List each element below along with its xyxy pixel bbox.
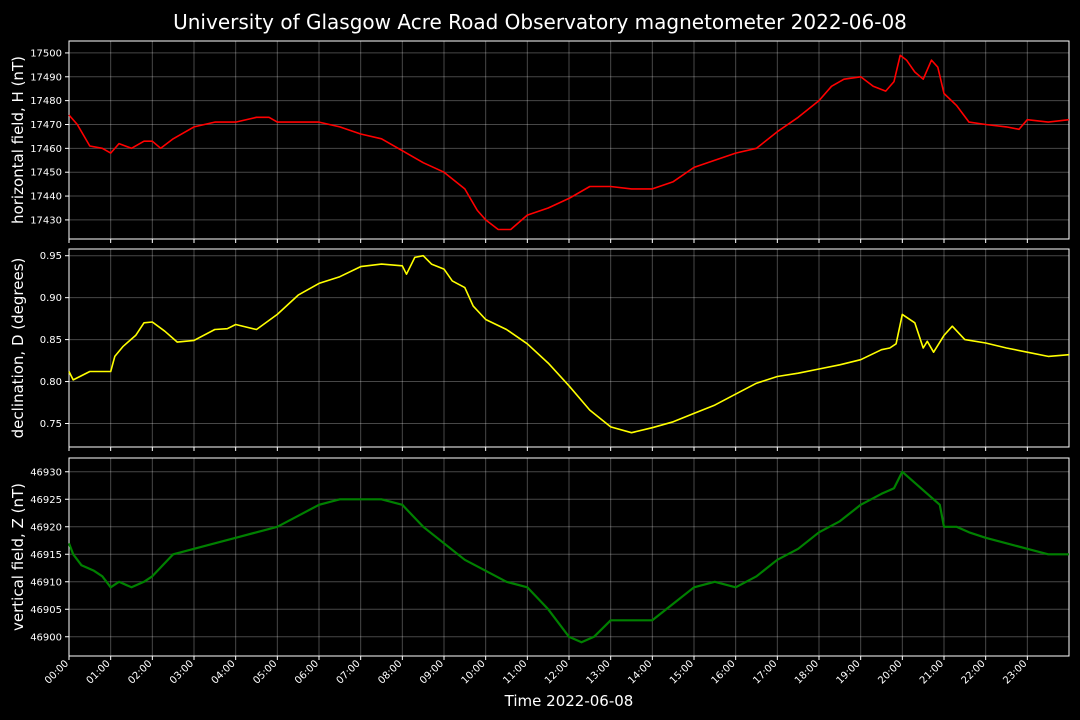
y-tick-label: 0.90 — [40, 293, 62, 304]
panel-frame — [68, 248, 1070, 448]
y-tick-label: 46900 — [30, 632, 62, 643]
x-tick-label: 19:00 — [835, 658, 863, 686]
x-tick-label: 21:00 — [918, 658, 946, 686]
x-tick-label: 20:00 — [876, 658, 904, 686]
x-tick-label: 08:00 — [376, 658, 404, 686]
x-tick-label: 23:00 — [1001, 658, 1029, 686]
y-tick-label: 0.75 — [40, 419, 62, 430]
panel-frame — [68, 457, 1070, 657]
panel-3: 46900 46905 46910 46915 46920 46925 46930verti… — [9, 457, 1070, 660]
series-line-2 — [68, 254, 1070, 434]
series-line-3 — [67, 470, 1069, 644]
series-line-1 — [68, 54, 1070, 231]
y-tick-label: 46910 — [30, 577, 62, 588]
x-tick-label: 03:00 — [168, 658, 196, 686]
x-tick-label: 04:00 — [210, 658, 238, 686]
chart-panels: 17430 17440 17450 17460 17470 17480 17490 17500… — [9, 40, 1070, 687]
x-tick-label: 22:00 — [960, 658, 988, 686]
x-tick-label: 12:00 — [543, 658, 571, 686]
y-tick-label: 46930 — [30, 467, 62, 478]
y-tick-label: 17490 — [30, 72, 62, 83]
y-tick-label: 17500 — [30, 48, 62, 59]
x-axis-label: Time 2022-06-08 — [504, 692, 634, 710]
panel-2: 0.75 0.80 0.85 0.90 0.95 declination, D (degr… — [9, 248, 1070, 451]
y-tick-label: 17480 — [30, 96, 62, 107]
x-tick-label: 01:00 — [85, 658, 113, 686]
y-tick-label: 17460 — [30, 144, 62, 155]
y-tick-label: 17450 — [30, 168, 62, 179]
y-axis-label: horizontal field, H (nT) — [9, 56, 27, 224]
y-tick-label: 0.80 — [40, 377, 62, 388]
y-tick-label: 46920 — [30, 522, 62, 533]
y-tick-label: 17440 — [30, 192, 62, 203]
y-axis-label: declination, D (degrees) — [9, 258, 27, 439]
x-tick-label: 00:00 — [43, 658, 71, 686]
y-axis-label: vertical field, Z (nT) — [9, 483, 27, 631]
y-tick-label: 46925 — [30, 495, 62, 506]
x-tick-label: 17:00 — [751, 658, 779, 686]
x-tick-label: 07:00 — [335, 658, 363, 686]
y-tick-label: 46905 — [30, 605, 62, 616]
x-tick-label: 02:00 — [126, 658, 154, 686]
x-tick-label: 09:00 — [418, 658, 446, 686]
x-tick-label: 16:00 — [710, 658, 738, 686]
panel-1: 17430 17440 17450 17460 17470 17480 17490 17500… — [9, 40, 1070, 243]
y-tick-label: 46915 — [30, 550, 62, 561]
y-tick-label: 0.85 — [40, 335, 62, 346]
panel-frame — [68, 40, 1070, 240]
x-tick-label: 10:00 — [460, 658, 488, 686]
x-tick-label: 11:00 — [501, 658, 529, 686]
x-tick-label: 18:00 — [793, 658, 821, 686]
y-tick-label: 17470 — [30, 120, 62, 131]
x-tick-label: 13:00 — [585, 658, 613, 686]
x-tick-label: 14:00 — [626, 658, 654, 686]
y-tick-label: 0.95 — [40, 251, 62, 262]
y-tick-label: 17430 — [30, 215, 62, 226]
x-tick-label: 05:00 — [251, 658, 279, 686]
chart-title: University of Glasgow Acre Road Observat… — [173, 10, 907, 34]
x-tick-label: 15:00 — [668, 658, 696, 686]
x-tick-label: 06:00 — [293, 658, 321, 686]
